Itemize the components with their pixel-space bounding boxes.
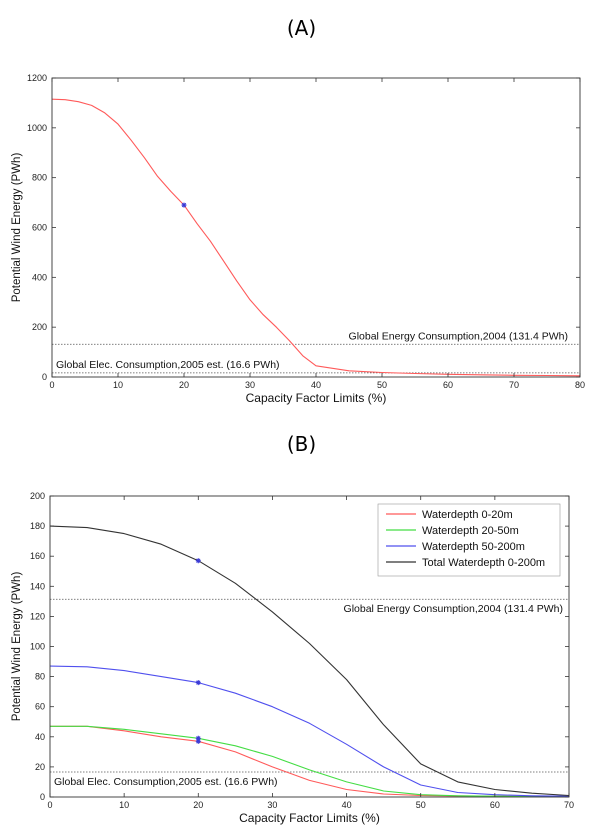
y-axis-label: Potential Wind Energy (PWh) — [11, 153, 23, 303]
x-tick-label: 50 — [377, 380, 387, 390]
x-axis-label: Capacity Factor Limits (%) — [246, 391, 387, 405]
x-tick-label: 70 — [509, 380, 519, 390]
series-marker — [195, 738, 201, 744]
series-marker — [195, 735, 201, 741]
chart-b: Global Energy Consumption,2004 (131.4 PW… — [11, 491, 574, 825]
y-tick-label: 0 — [42, 372, 47, 382]
y-tick-label: 180 — [30, 521, 45, 531]
legend-entry: Waterdepth 20-50m — [422, 525, 519, 537]
reference-line-label: Global Elec. Consumption,2005 est. (16.6… — [56, 359, 280, 371]
x-tick-label: 30 — [267, 800, 277, 810]
reference-line-label: Global Energy Consumption,2004 (131.4 PW… — [344, 603, 563, 615]
y-tick-label: 120 — [30, 611, 45, 621]
panel-b-label: (B) — [286, 432, 317, 456]
x-tick-label: 10 — [113, 380, 123, 390]
legend-entry: Waterdepth 0-20m — [422, 509, 513, 521]
x-tick-label: 10 — [119, 800, 129, 810]
legend-box — [377, 503, 561, 577]
y-tick-label: 100 — [30, 642, 45, 652]
y-tick-label: 200 — [30, 491, 45, 501]
series-line — [49, 525, 570, 797]
y-tick-label: 140 — [30, 581, 45, 591]
legend-entry: Waterdepth 50-200m — [422, 541, 525, 553]
x-tick-label: 20 — [193, 800, 203, 810]
y-tick-label: 0 — [40, 792, 45, 802]
reference-line-label: Global Elec. Consumption,2005 est. (16.6… — [54, 776, 278, 788]
reference-line-label: Global Energy Consumption,2004 (131.4 PW… — [349, 330, 568, 342]
x-tick-label: 0 — [49, 380, 54, 390]
y-tick-label: 40 — [35, 732, 45, 742]
x-tick-label: 0 — [47, 800, 52, 810]
x-tick-label: 50 — [416, 800, 426, 810]
x-tick-label: 80 — [575, 380, 585, 390]
y-axis-label: Potential Wind Energy (PWh) — [11, 572, 23, 722]
y-tick-label: 80 — [35, 672, 45, 682]
y-tick-label: 200 — [32, 322, 47, 332]
chart-a: Global Energy Consumption,2004 (131.4 PW… — [11, 73, 585, 405]
x-tick-label: 40 — [342, 800, 352, 810]
series-marker — [181, 202, 187, 208]
x-tick-label: 60 — [443, 380, 453, 390]
x-tick-label: 30 — [245, 380, 255, 390]
y-tick-label: 160 — [30, 551, 45, 561]
x-tick-label: 60 — [490, 800, 500, 810]
x-tick-label: 40 — [311, 380, 321, 390]
y-tick-label: 800 — [32, 173, 47, 183]
y-tick-label: 1000 — [27, 123, 47, 133]
x-tick-label: 70 — [564, 800, 574, 810]
y-tick-label: 600 — [32, 223, 47, 233]
y-tick-label: 1200 — [27, 73, 47, 83]
x-axis-label: Capacity Factor Limits (%) — [239, 811, 380, 825]
x-tick-label: 20 — [179, 380, 189, 390]
series-marker — [195, 680, 201, 686]
series-line — [49, 665, 570, 797]
y-tick-label: 400 — [32, 272, 47, 282]
series-marker — [195, 558, 201, 564]
panel-a-label: (A) — [286, 16, 317, 40]
y-tick-label: 60 — [35, 702, 45, 712]
series-line — [51, 98, 581, 377]
y-tick-label: 20 — [35, 762, 45, 772]
series-line — [50, 725, 570, 798]
legend-entry: Total Waterdepth 0-200m — [422, 557, 545, 569]
